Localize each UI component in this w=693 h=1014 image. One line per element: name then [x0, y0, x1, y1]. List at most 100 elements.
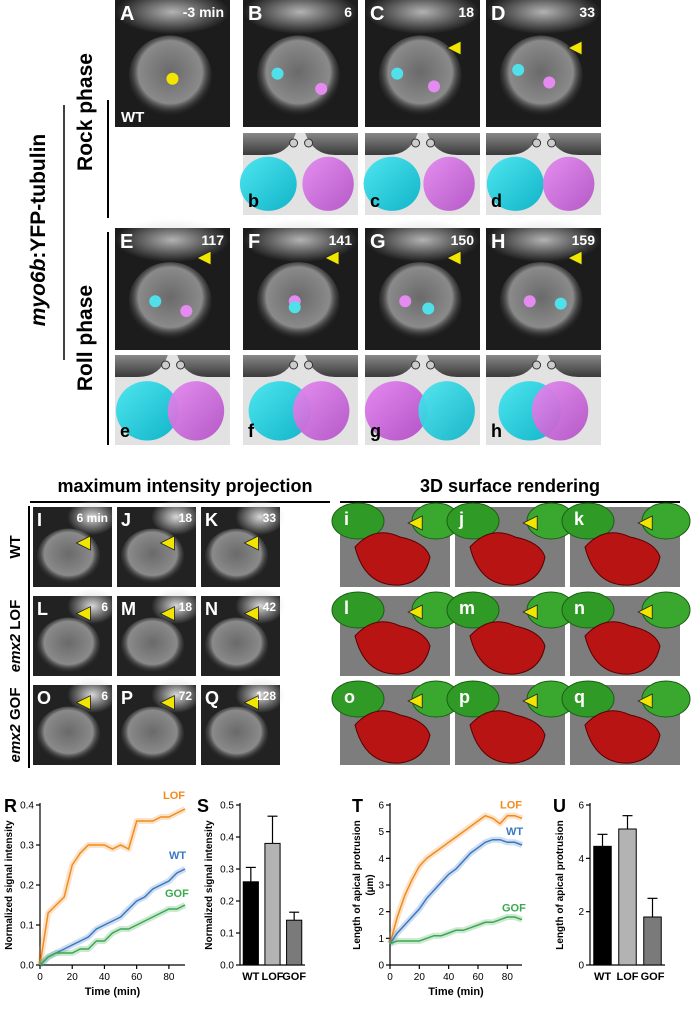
phase-label: Roll phase [74, 285, 97, 391]
panel-letter: q [574, 687, 585, 707]
panel-letter: l [344, 598, 349, 618]
series-label: WT [506, 826, 523, 838]
panel-letter: M [121, 599, 136, 619]
y-tick-label: 0.4 [220, 833, 234, 844]
arrowhead [196, 250, 212, 266]
panel-letter: D [491, 3, 505, 25]
support-cell [365, 133, 418, 155]
cell [36, 617, 101, 674]
daughter-cell [363, 156, 421, 211]
y-tick-label: 0.3 [20, 841, 34, 852]
micrograph [201, 677, 286, 765]
kinocilium [426, 360, 436, 370]
row-label: emx2 GOF [7, 687, 24, 762]
hair-cell-surface [584, 532, 661, 586]
daughter-cell [531, 381, 589, 441]
cell [499, 35, 583, 117]
rendering [561, 502, 691, 587]
hair-cell-surface [469, 621, 546, 675]
arrowhead [522, 515, 538, 531]
panel-letter: E [120, 231, 133, 253]
panel-letter: B [248, 3, 262, 25]
kinocilium [532, 360, 542, 370]
glow [235, 499, 286, 535]
arrowhead [243, 694, 259, 711]
panel-letter: g [370, 421, 381, 441]
series-label: GOF [165, 888, 189, 900]
panel-letter: R [4, 796, 17, 816]
schematic [239, 133, 358, 215]
glow [486, 218, 601, 262]
time-label: 33 [263, 511, 277, 525]
x-tick-label: 20 [67, 972, 79, 983]
panel-letter: C [370, 3, 384, 25]
y-tick-label: 5 [378, 827, 384, 838]
micrograph [33, 499, 118, 587]
micrograph [243, 0, 358, 127]
time-label: 159 [572, 232, 596, 248]
y-axis-label: Normalized signal intensity [204, 820, 215, 950]
x-tick-label: 40 [443, 972, 455, 983]
support-cell [486, 133, 539, 155]
cell-marker [523, 295, 536, 308]
arrowhead [522, 693, 538, 709]
y-axis-label: Length of apical protrusion [555, 820, 566, 949]
cell-marker [288, 301, 301, 314]
y-tick-label: 0.3 [220, 865, 234, 876]
x-tick-label: GOF [282, 971, 306, 983]
micrograph [486, 0, 601, 127]
glow [243, 0, 358, 34]
panel-letter: J [121, 510, 131, 530]
hair-cell-surface [354, 621, 431, 675]
y-tick-label: 0 [378, 961, 384, 972]
arrowhead [75, 535, 91, 551]
cell [204, 706, 269, 763]
support-surface [446, 502, 500, 540]
panel-letter: c [370, 191, 380, 211]
glow [486, 0, 601, 34]
micrograph [33, 588, 118, 676]
panel-letter: k [574, 509, 585, 529]
arrowhead [446, 250, 462, 266]
x-tick-label: LOF [262, 971, 284, 983]
section-heading: maximum intensity projection [57, 476, 312, 496]
genotype: LOF [7, 600, 24, 630]
x-tick-label: WT [594, 971, 611, 983]
y-tick-label: 2 [578, 907, 584, 918]
rendering [331, 591, 461, 676]
panel-letter: h [491, 421, 502, 441]
micrograph [486, 218, 601, 350]
schematic [114, 355, 230, 445]
panel-letter: S [197, 796, 209, 816]
genotype: GOF [7, 687, 24, 720]
y-axis-label: Normalized signal intensity [4, 820, 15, 950]
panel-letter: j [458, 509, 464, 529]
time-label: 72 [179, 689, 193, 703]
row-label: WT [7, 535, 24, 558]
rendering [561, 591, 691, 676]
kinocilium [161, 360, 171, 370]
gene-name: myo6b [27, 258, 50, 326]
genotype: WT [7, 535, 24, 558]
panel-letter: K [205, 510, 218, 530]
arrowhead [446, 40, 462, 56]
panel-letter: m [459, 598, 475, 618]
x-tick-label: GOF [641, 971, 665, 983]
kinocilium [411, 360, 421, 370]
schematic [363, 133, 480, 215]
kinocilium [532, 138, 542, 148]
series-line [39, 808, 186, 966]
glow [365, 218, 480, 262]
panel-letter: o [344, 687, 355, 707]
micrograph [365, 0, 480, 127]
arrowhead [567, 40, 583, 56]
hair-cell-surface [354, 710, 431, 764]
phase-label: Rock phase [74, 53, 97, 171]
support-cell [243, 355, 296, 377]
support-cell [548, 133, 601, 155]
panel-letter: i [344, 509, 349, 529]
x-tick-label: 60 [131, 972, 143, 983]
arrowhead [324, 250, 340, 266]
y-tick-label: 0.2 [220, 897, 234, 908]
